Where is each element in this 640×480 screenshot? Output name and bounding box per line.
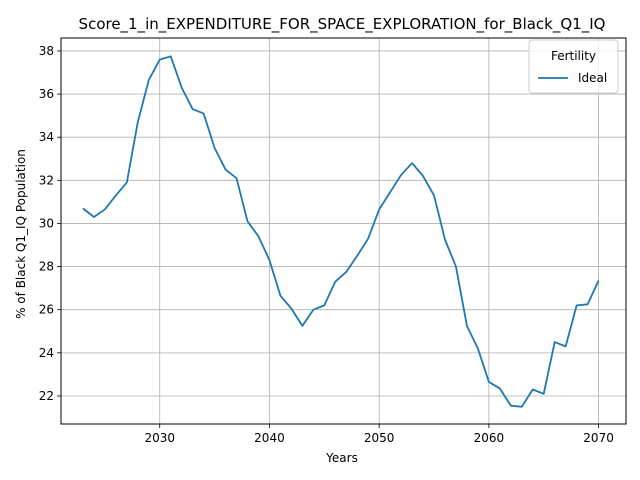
y-tick-label: 24 bbox=[39, 346, 54, 360]
y-tick-label: 26 bbox=[39, 303, 54, 317]
series-line-ideal bbox=[82, 55, 600, 408]
y-tick-label: 38 bbox=[39, 44, 54, 58]
y-tick-label: 30 bbox=[39, 216, 54, 230]
grid-lines bbox=[61, 38, 626, 424]
series-layer bbox=[82, 55, 600, 408]
x-tick-label: 2060 bbox=[474, 431, 505, 445]
y-tick-label: 34 bbox=[39, 130, 54, 144]
y-tick-label: 22 bbox=[39, 389, 54, 403]
y-axis-ticks: 22 24 26 28 30 32 34 36 38 bbox=[39, 44, 61, 403]
legend-title: Fertility bbox=[551, 49, 596, 63]
y-tick-label: 36 bbox=[39, 87, 54, 101]
legend-box bbox=[528, 39, 619, 94]
chart-title: Score_1_in_EXPENDITURE_FOR_SPACE_EXPLORA… bbox=[79, 15, 606, 34]
plot-frame bbox=[60, 37, 627, 425]
x-tick-label: 2040 bbox=[254, 431, 285, 445]
x-tick-label: 2070 bbox=[583, 431, 614, 445]
legend-label-ideal: Ideal bbox=[578, 71, 607, 85]
y-tick-label: 28 bbox=[39, 260, 54, 274]
y-tick-label: 32 bbox=[39, 173, 54, 187]
x-axis-label: Years bbox=[325, 451, 358, 465]
legend: Fertility Ideal bbox=[528, 39, 619, 94]
x-tick-label: 2030 bbox=[144, 431, 175, 445]
y-axis-label: % of Black Q1_IQ Population bbox=[14, 149, 28, 319]
x-tick-label: 2050 bbox=[364, 431, 395, 445]
x-axis-ticks: 2030 2040 2050 2060 2070 bbox=[144, 424, 614, 445]
